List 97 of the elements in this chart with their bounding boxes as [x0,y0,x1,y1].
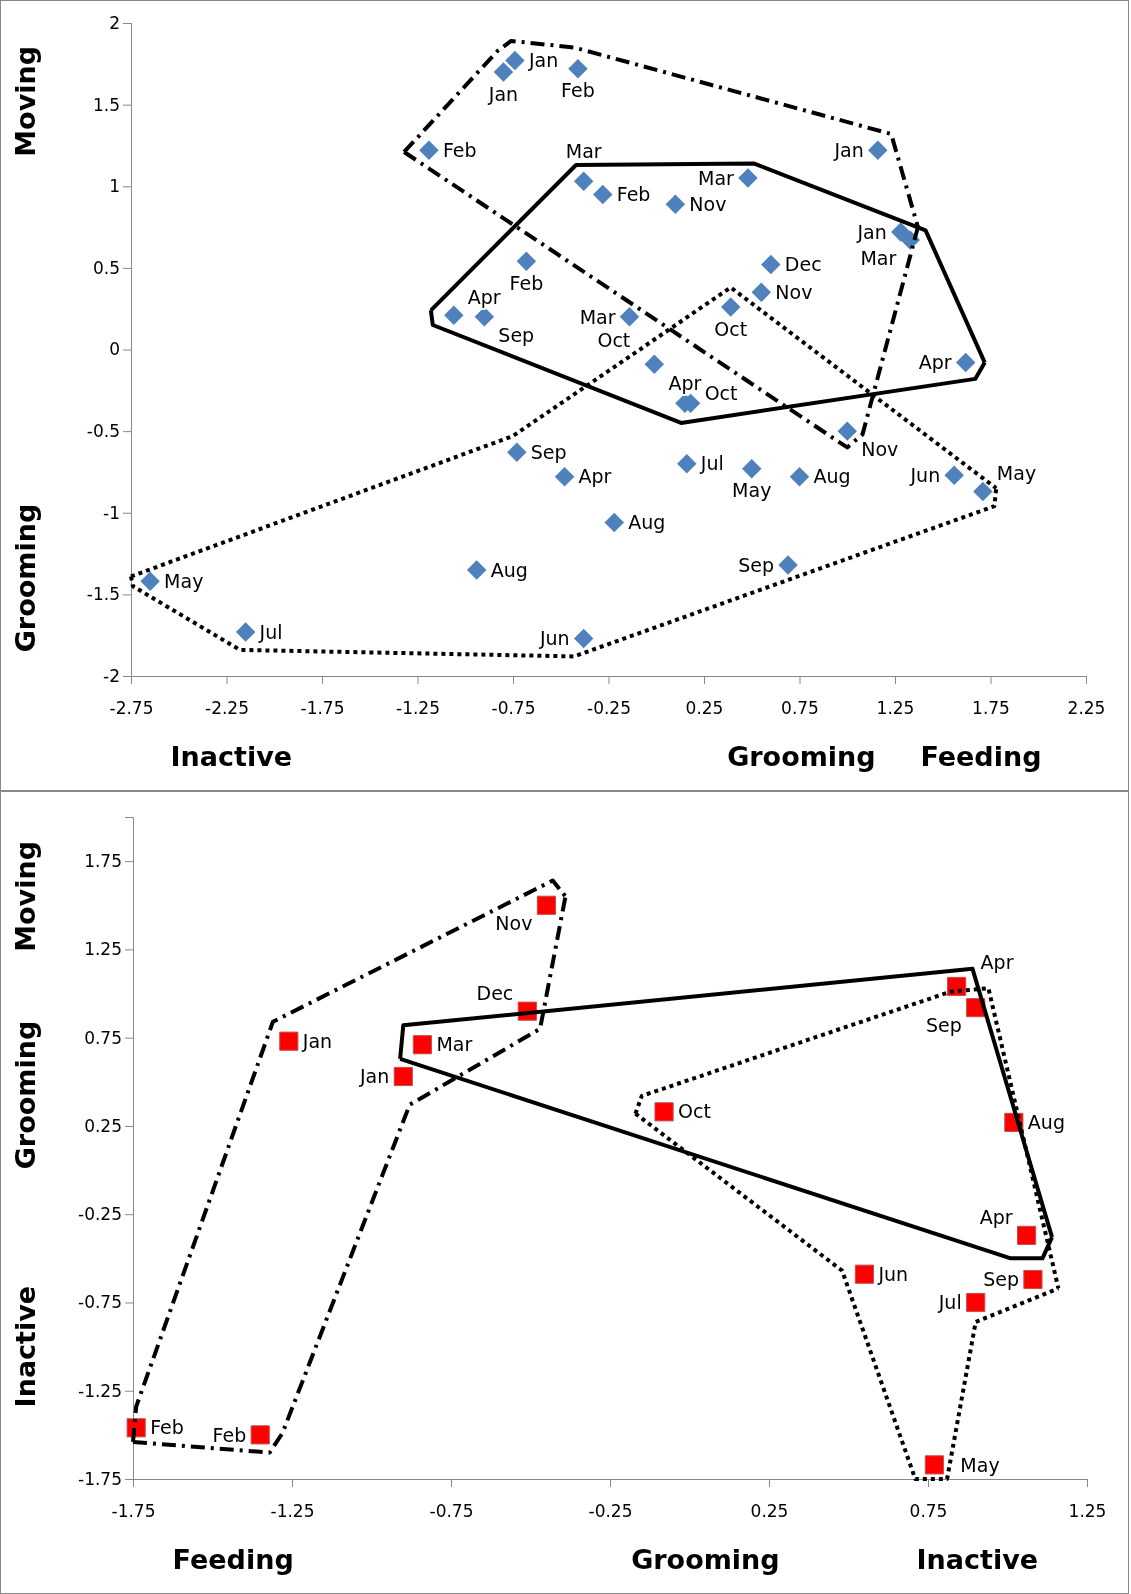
x-tick-label: 0.75 [909,1501,948,1522]
text: Feeding [172,1544,294,1575]
text: Grooming [10,1020,41,1170]
y-tick-label: -1.5 [86,584,120,605]
annotation: Feb [442,138,477,161]
x-tick-label: -0.25 [587,698,631,719]
annotation: Jan [856,220,887,243]
annotation: Mar [698,166,735,189]
annotation: Aug [628,511,666,534]
annotation: Apr [578,465,612,488]
y-tick-label: -0.75 [78,1292,122,1313]
annotation: Jun [877,1262,909,1285]
annotation: Jul [937,1291,962,1314]
annotation: May [960,1453,1000,1476]
y-tick-label: 1 [109,176,120,197]
annotation: Sep [925,1014,962,1037]
x-tick-label: -0.75 [429,1501,474,1522]
annotation: Aug [490,558,528,581]
annotation: Sep [498,323,535,346]
x-tick-label: -1.25 [396,698,440,719]
text: Feeding [920,741,1042,772]
annotation: Oct [678,1100,711,1123]
x-tick-label: -1.75 [300,698,345,719]
annotation: Nov [495,911,533,934]
x-tick-label: -2.75 [109,698,154,719]
annotation: Jul [699,452,724,475]
annotation: Jan [301,1029,333,1052]
annotation: Apr [979,1206,1013,1229]
annotation: Jun [909,463,941,486]
x-tick-label: -1.25 [270,1501,315,1522]
annotation: Nov [861,437,899,460]
annotation: Jul [258,620,283,643]
text: Moving [10,45,41,157]
y-tick-label: 1.5 [92,94,120,115]
text: Inactive [170,741,293,772]
x-tick-label: 0.75 [781,698,819,719]
annotation: Nov [775,281,813,304]
annotation: Dec [784,253,822,276]
annotation: Oct [597,328,631,351]
annotation: Feb [561,79,595,102]
annotation: Jan [359,1065,390,1088]
y-tick-label: -0.5 [86,421,120,442]
y-tick-label: -0.25 [78,1204,122,1225]
annotation: Sep [738,553,775,576]
y-tick-label: 0.5 [92,257,120,278]
y-tick-label: 0 [109,339,120,360]
y-tick-label: -1.25 [78,1380,122,1401]
x-tick-label: 0.25 [685,698,724,719]
text: Grooming [631,1544,780,1575]
y-tick-label: -2 [103,665,120,686]
annotation: Feb [509,271,544,294]
annotation: Apr [918,351,952,374]
annotation: Apr [668,372,702,395]
annotation: Dec [476,981,514,1004]
text: Grooming [10,503,41,653]
annotation: Nov [689,192,727,215]
annotation: Sep [530,441,567,463]
annotation: May [996,462,1037,485]
y-tick-label: 2 [109,12,120,33]
annotation: Sep [983,1268,1019,1291]
y-tick-label: -1 [103,502,120,523]
annotation: Feb [616,183,651,206]
x-tick-label: -0.75 [491,698,536,719]
annotation: May [164,569,204,592]
annotation: Jan [487,82,519,105]
x-tick-label: 2.25 [1067,698,1106,719]
x-tick-label: -0.25 [588,1501,633,1522]
x-tick-label: 0.25 [750,1501,789,1522]
annotation: Jan [527,49,559,72]
text: Inactive [916,1544,1039,1575]
text: Inactive [10,1285,41,1408]
annotation: Oct [714,317,748,340]
annotation: Feb [150,1416,184,1439]
text: Moving [10,841,41,952]
annotation: May [732,479,772,502]
annotation: Apr [980,951,1014,974]
annotation: Feb [212,1423,247,1446]
annotation: Mar [565,140,602,162]
y-tick-label: 0.25 [84,1115,122,1136]
annotation: Jan [833,138,864,161]
x-tick-label: 1.25 [876,698,915,719]
annotation: Aug [1027,1111,1065,1134]
y-tick-label: 1.25 [84,939,122,960]
annotation: Oct [704,382,738,405]
annotation: Mar [436,1033,473,1056]
annotation: Apr [467,285,501,308]
annotation: Aug [813,465,851,488]
y-tick-label: 0.75 [84,1027,122,1048]
annotation: Mar [579,305,616,328]
text: Grooming [727,741,876,772]
annotation: Mar [860,246,897,269]
y-tick-label: -1.75 [78,1468,122,1489]
x-tick-label: -2.25 [205,698,249,719]
x-tick-label: 1.75 [972,698,1010,719]
annotation: Jun [538,627,570,650]
x-tick-label: 1.25 [1068,1501,1107,1522]
y-tick-label: 1.75 [84,851,122,872]
